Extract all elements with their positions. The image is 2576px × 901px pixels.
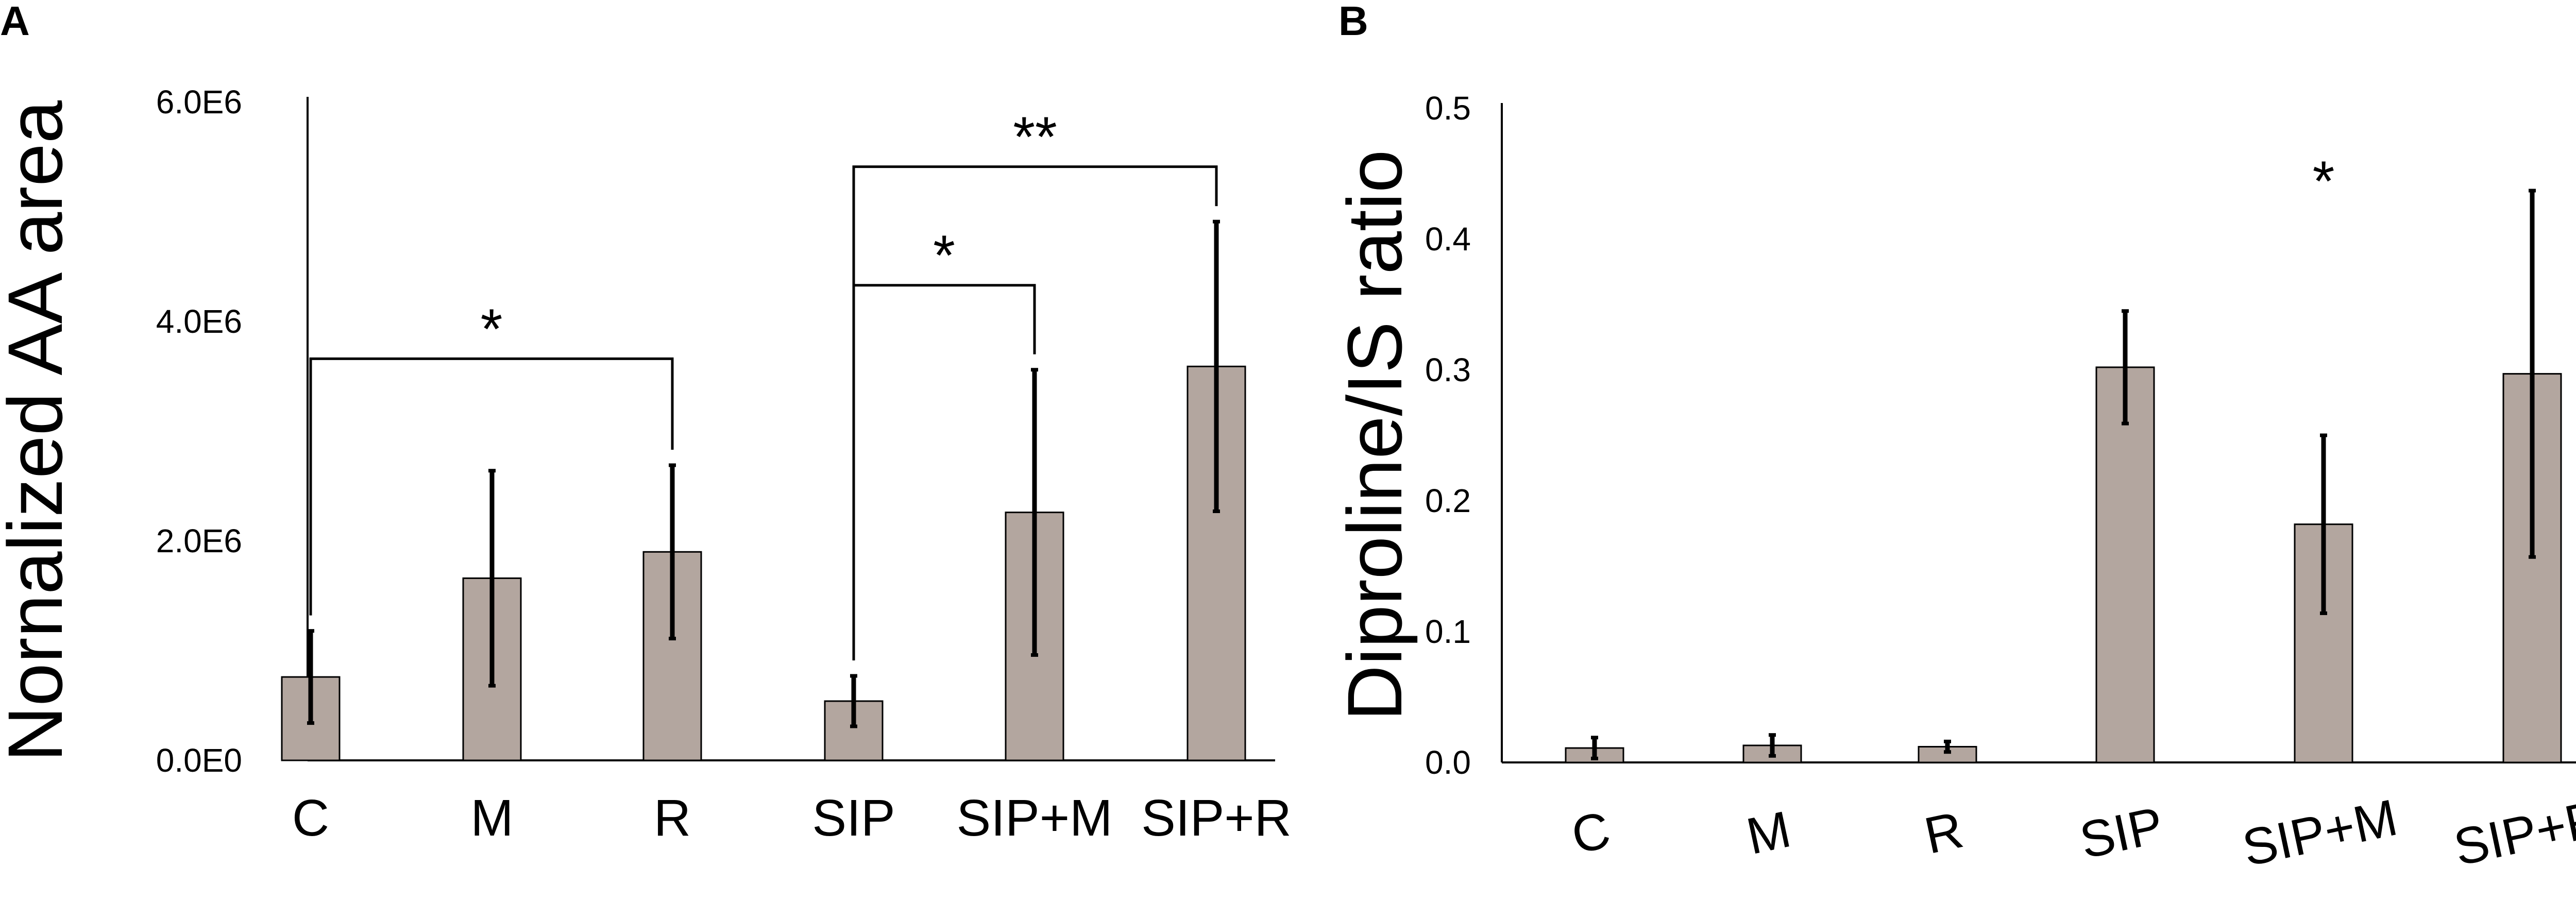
x-category-label: SIP+M <box>957 789 1113 847</box>
significance-bracket <box>852 165 1218 660</box>
y-tick-label: 6.0E6 <box>156 83 242 121</box>
x-category-label: M <box>1742 800 1796 865</box>
x-category-label: SIP+R <box>2449 789 2576 877</box>
bar <box>2095 366 2155 763</box>
x-category-label: R <box>1920 801 1968 865</box>
significance-label: * <box>933 224 955 287</box>
x-category-label: C <box>1567 801 1615 865</box>
panel-label: B <box>1338 0 1368 44</box>
panel-label: A <box>0 0 30 44</box>
significance-label: ** <box>1013 106 1057 169</box>
y-tick-label: 0.0E0 <box>156 742 242 779</box>
y-tick-label: 2.0E6 <box>156 522 242 559</box>
x-category-label: C <box>292 789 329 847</box>
panel-a-chart: A 0.0E0 2.0E6 4.0E6 6.0E6 Nornalized AA area C… <box>0 0 1292 847</box>
significance-bracket <box>309 357 674 616</box>
significance-label: * <box>481 297 503 361</box>
y-tick-label: 0.1 <box>1425 613 1471 650</box>
x-category-label: SIP+R <box>1141 789 1292 847</box>
y-axis-title: Nornalized AA area <box>0 100 78 762</box>
x-category-label: SIP <box>812 789 895 847</box>
y-tick-label: 0.4 <box>1425 220 1471 258</box>
y-tick-label: 0.5 <box>1425 90 1471 127</box>
y-tick-label: 0.0 <box>1425 744 1471 781</box>
y-tick-label: 0.2 <box>1425 482 1471 519</box>
x-category-label: SIP <box>2075 796 2168 870</box>
x-category-label: R <box>654 789 691 847</box>
y-tick-label: 0.3 <box>1425 351 1471 388</box>
x-category-label: M <box>470 789 513 847</box>
y-axis-title: Diproline/IS ratio <box>1331 150 1418 721</box>
y-tick-label: 4.0E6 <box>156 303 242 340</box>
significance-label: * <box>2313 150 2335 213</box>
x-category-label: SIP+M <box>2238 788 2402 877</box>
